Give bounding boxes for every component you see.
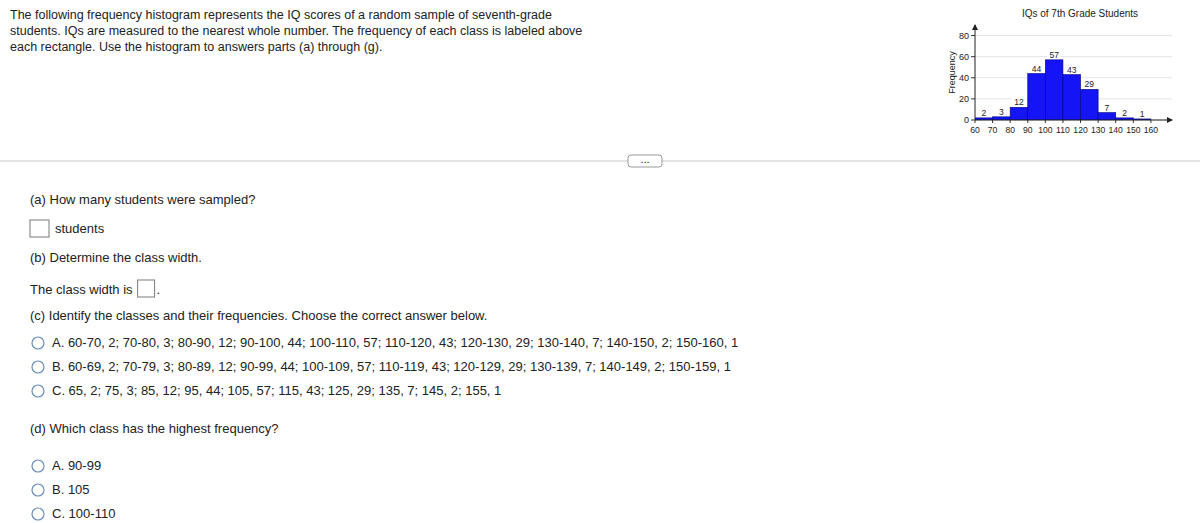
data-label: 3 xyxy=(999,107,1004,117)
option: A. 60-70, 2; 70-80, 3; 80-90, 12; 90-100… xyxy=(52,335,738,350)
y-tick-label: 40 xyxy=(959,73,969,83)
data-label-bg xyxy=(1030,64,1044,73)
prompt: The class width is xyxy=(30,282,133,297)
grid-line xyxy=(975,120,1172,121)
data-label: 44 xyxy=(1032,64,1042,74)
bar xyxy=(1081,89,1099,120)
x-tick-label: 120 xyxy=(1073,125,1088,135)
radio[interactable] xyxy=(32,337,44,349)
data-label: 1 xyxy=(1140,109,1145,119)
radio[interactable] xyxy=(32,385,44,397)
intro-line: The following frequency histogram repres… xyxy=(10,8,552,22)
x-tick-label: 130 xyxy=(1091,125,1106,135)
bar xyxy=(1063,75,1081,120)
page: The following frequency histogram repres… xyxy=(0,0,1200,523)
radio[interactable] xyxy=(32,508,44,520)
radio[interactable] xyxy=(32,484,44,496)
data-label: 7 xyxy=(1105,103,1110,113)
data-label-bg xyxy=(1012,97,1026,106)
x-tick-label: 80 xyxy=(1005,125,1015,135)
x-tick-label: 110 xyxy=(1056,125,1070,135)
y-axis-label: Frequency xyxy=(947,51,957,94)
divider xyxy=(0,161,1200,162)
bar xyxy=(1045,60,1063,120)
grid-line xyxy=(975,35,1172,36)
y-tick-label: 60 xyxy=(959,52,969,62)
data-label: 29 xyxy=(1085,79,1095,89)
question: (c) Identify the classes and their frequ… xyxy=(30,308,487,323)
bar xyxy=(1028,74,1046,120)
y-tick xyxy=(971,56,975,57)
punctuation: . xyxy=(157,282,161,297)
y-tick-label: 0 xyxy=(964,115,969,125)
y-tick-label: 20 xyxy=(959,94,969,104)
y-tick-label: 80 xyxy=(959,31,969,41)
y-tick xyxy=(971,77,975,78)
y-tick xyxy=(971,98,975,99)
data-label-bg xyxy=(1047,50,1061,59)
x-tick-label: 140 xyxy=(1109,125,1124,135)
y-axis-arrow xyxy=(972,24,978,30)
grid-line xyxy=(975,56,1172,57)
x-tick-label: 100 xyxy=(1038,125,1053,135)
data-label-bg xyxy=(977,108,991,117)
bars xyxy=(975,60,1151,120)
y-axis xyxy=(975,25,976,120)
bar xyxy=(1010,107,1028,120)
x-tick-label: 160 xyxy=(1144,125,1159,135)
y-tick xyxy=(971,35,975,36)
data-label-bg xyxy=(1135,109,1149,118)
expand-button-label[interactable]: ... xyxy=(640,153,649,165)
option: B. 105 xyxy=(52,482,90,497)
unit: students xyxy=(55,221,105,236)
answer-box[interactable] xyxy=(30,220,49,237)
x-tick-label: 60 xyxy=(970,125,980,135)
data-label-bg xyxy=(1065,65,1079,74)
radio[interactable] xyxy=(32,361,44,373)
x-tick-label: 90 xyxy=(1023,125,1033,135)
data-label-bg xyxy=(1100,103,1114,112)
x-tick-label: 70 xyxy=(988,125,998,135)
option: A. 90-99 xyxy=(52,458,101,473)
data-label-bg xyxy=(1118,108,1132,117)
data-label: 57 xyxy=(1049,50,1059,60)
x-axis-arrow xyxy=(1167,117,1173,123)
intro-line: students. IQs are measured to the neares… xyxy=(10,24,582,38)
option: C. 100-110 xyxy=(52,506,115,521)
data-label: 12 xyxy=(1014,97,1024,107)
data-label-bg xyxy=(1082,79,1096,88)
chart-title: IQs of 7th Grade Students xyxy=(1022,8,1138,19)
option: C. 65, 2; 75, 3; 85, 12; 95, 44; 105, 57… xyxy=(52,383,501,398)
question: (b) Determine the class width. xyxy=(30,250,202,265)
y-tick xyxy=(971,120,975,121)
question: (d) Which class has the highest frequenc… xyxy=(30,421,279,436)
intro-line: each rectangle. Use the histogram to ans… xyxy=(10,40,382,54)
bar xyxy=(1098,113,1116,120)
radio[interactable] xyxy=(32,460,44,472)
x-tick-label: 150 xyxy=(1126,125,1141,135)
data-label: 2 xyxy=(1122,108,1127,118)
x-axis xyxy=(975,120,1172,121)
data-label-bg xyxy=(994,107,1008,116)
question: (a) How many students were sampled? xyxy=(30,192,255,207)
data-label: 2 xyxy=(981,108,986,118)
data-label: 43 xyxy=(1067,65,1077,75)
histogram: IQs of 7th Grade Students Frequency 0 20 40 6… xyxy=(947,8,1173,135)
option: B. 60-69, 2; 70-79, 3; 80-89, 12; 90-99,… xyxy=(52,359,731,374)
answer-box[interactable] xyxy=(138,280,155,297)
